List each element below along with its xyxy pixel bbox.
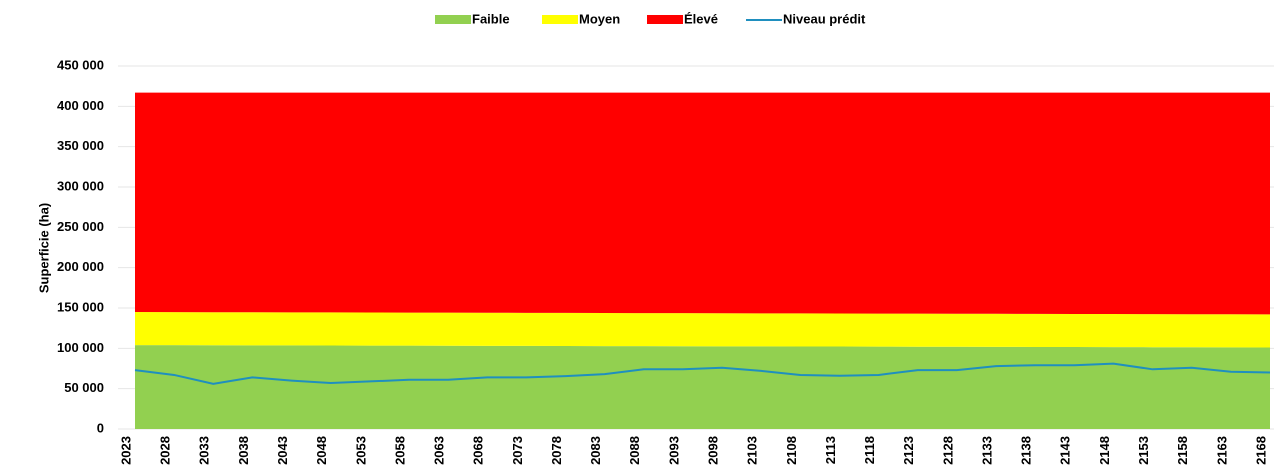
y-tick-label: 400 000	[57, 98, 104, 113]
x-tick-label: 2128	[940, 436, 955, 465]
legend-label: Faible	[472, 11, 510, 26]
y-tick-label: 0	[97, 420, 104, 435]
x-tick-label: 2088	[627, 436, 642, 465]
x-tick-label: 2068	[471, 436, 486, 465]
area	[135, 312, 1270, 348]
x-tick-label: 2138	[1019, 436, 1034, 465]
x-tick-label: 2038	[236, 436, 251, 465]
y-axis-label: Superficie (ha)	[36, 203, 51, 293]
x-tick-label: 2108	[784, 436, 799, 465]
y-tick-label: 250 000	[57, 219, 104, 234]
x-tick-label: 2023	[118, 436, 133, 465]
y-tick-label: 50 000	[64, 380, 104, 395]
x-tick-label: 2118	[862, 436, 877, 464]
y-tick-label: 300 000	[57, 178, 104, 193]
x-tick-label: 2158	[1175, 436, 1190, 465]
x-tick-label: 2098	[706, 436, 721, 465]
x-tick-label: 2113	[823, 436, 838, 464]
x-tick-label: 2058	[392, 436, 407, 465]
y-tick-label: 150 000	[57, 299, 104, 314]
y-tick-label: 450 000	[57, 57, 104, 72]
x-tick-label: 2053	[353, 436, 368, 465]
line	[134, 362, 1271, 385]
legend-label: Moyen	[579, 11, 620, 26]
y-tick-label: 100 000	[57, 340, 104, 355]
area	[135, 92, 1270, 315]
x-tick-label: 2153	[1136, 436, 1151, 465]
x-tick-label: 2163	[1214, 436, 1229, 465]
legend-swatch	[435, 15, 471, 24]
x-tick-label: 2123	[901, 436, 916, 465]
x-tick-label: 2133	[979, 436, 994, 465]
x-tick-label: 2168	[1253, 436, 1268, 465]
x-tick-label: 2033	[197, 436, 212, 465]
x-tick-label: 2083	[588, 436, 603, 465]
x-tick-label: 2048	[314, 436, 329, 465]
legend-label: Élevé	[684, 11, 718, 26]
area	[135, 345, 1270, 429]
legend-swatch	[647, 15, 683, 24]
x-tick-label: 2093	[666, 436, 681, 465]
legend-swatch	[542, 15, 578, 24]
y-tick-label: 200 000	[57, 259, 104, 274]
x-tick-label: 2078	[549, 436, 564, 465]
x-tick-label: 2143	[1058, 436, 1073, 465]
legend-label: Niveau prédit	[783, 11, 866, 26]
x-tick-label: 2043	[275, 436, 290, 465]
x-tick-label: 2028	[158, 436, 173, 465]
x-tick-label: 2073	[510, 436, 525, 465]
x-tick-label: 2148	[1097, 436, 1112, 465]
y-tick-label: 350 000	[57, 138, 104, 153]
x-tick-label: 2063	[432, 436, 447, 465]
x-tick-label: 2103	[745, 436, 760, 465]
